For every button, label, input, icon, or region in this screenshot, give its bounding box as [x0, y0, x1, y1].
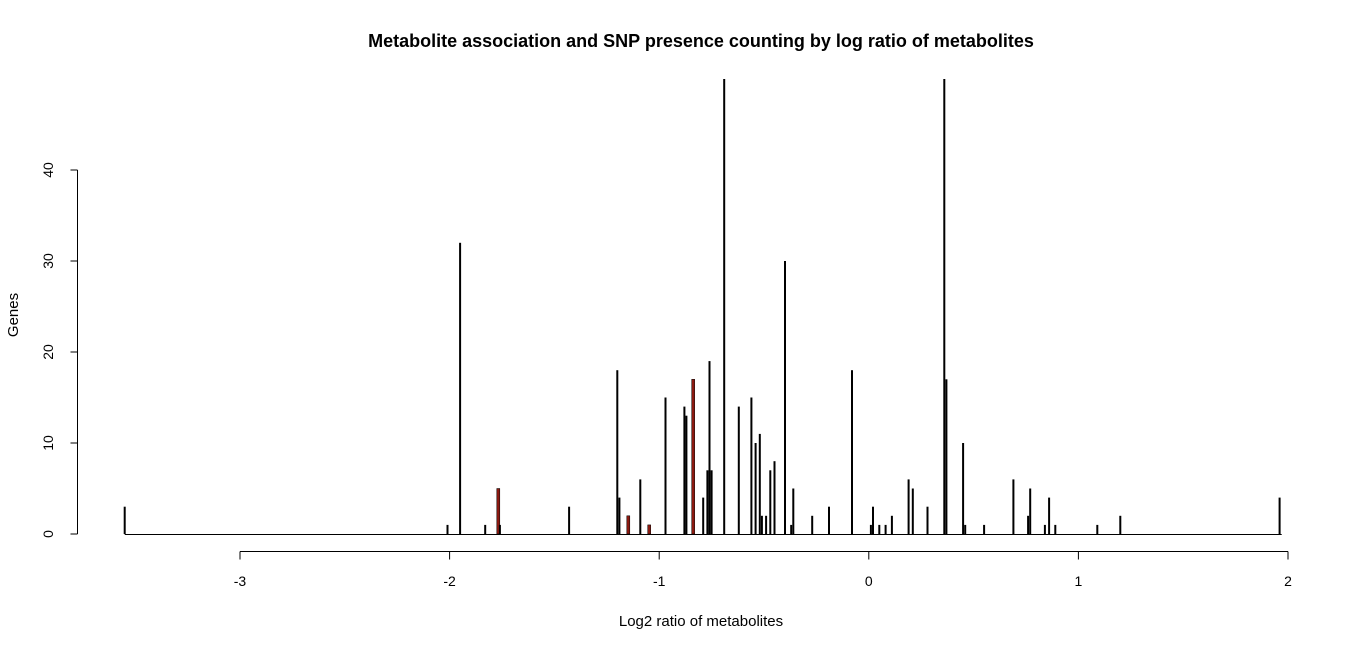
bar — [758, 433, 761, 534]
bar — [1054, 524, 1057, 534]
bar — [1048, 497, 1051, 534]
bar — [1278, 497, 1281, 534]
x-tick-label: -1 — [653, 573, 666, 589]
bar — [945, 379, 948, 534]
bar — [626, 515, 631, 535]
bar — [723, 79, 726, 534]
bar — [962, 443, 965, 534]
bar — [1027, 515, 1030, 534]
bar — [702, 497, 705, 534]
y-axis: 0 10 20 30 40 — [40, 162, 78, 538]
bar — [811, 515, 814, 534]
bar — [878, 524, 881, 534]
bar — [754, 443, 757, 534]
y-tick-label: 10 — [40, 435, 56, 451]
x-tick-label: 0 — [865, 573, 873, 589]
bar — [1043, 524, 1046, 534]
x-tick-label: -2 — [443, 573, 456, 589]
bar — [1012, 479, 1015, 534]
y-tick-label: 30 — [40, 253, 56, 269]
bar — [792, 488, 795, 534]
y-tick-label: 40 — [40, 162, 56, 178]
bar — [484, 524, 487, 534]
bar — [616, 370, 619, 534]
bar — [926, 506, 929, 534]
bar — [784, 261, 786, 534]
chart-title: Metabolite association and SNP presence … — [368, 31, 1034, 51]
x-tick-label: 1 — [1075, 573, 1083, 589]
y-tick-label: 0 — [40, 530, 56, 538]
bar — [691, 379, 695, 535]
bar — [884, 524, 887, 534]
bar — [683, 406, 686, 534]
bar — [964, 524, 967, 534]
bar — [639, 479, 642, 534]
bar — [773, 461, 776, 534]
bar — [872, 506, 874, 534]
bar — [983, 524, 986, 534]
x-axis: -3 -2 -1 0 1 2 — [234, 551, 1292, 589]
x-tick-label: 2 — [1284, 573, 1292, 589]
bar — [618, 497, 621, 534]
bar — [869, 524, 872, 534]
bar — [737, 406, 740, 534]
bars — [123, 79, 1282, 535]
bar — [907, 479, 910, 534]
bar — [685, 415, 688, 534]
bar — [123, 506, 126, 534]
y-tick-label: 20 — [40, 344, 56, 360]
bar — [790, 524, 793, 534]
bar — [750, 397, 753, 534]
bar — [498, 524, 501, 534]
bar — [446, 524, 449, 534]
bar — [911, 488, 914, 534]
bar — [851, 370, 853, 534]
bar — [760, 515, 763, 534]
bar — [459, 242, 462, 535]
bar — [890, 515, 893, 534]
bar — [664, 397, 667, 534]
bar — [708, 361, 711, 534]
bar — [1119, 515, 1122, 534]
bar — [647, 524, 651, 535]
y-axis-label: Genes — [5, 293, 22, 337]
bar — [943, 79, 946, 534]
bar — [1029, 488, 1032, 534]
bar — [1096, 524, 1099, 534]
bar — [710, 470, 713, 534]
bar — [706, 470, 709, 534]
x-axis-label: Log2 ratio of metabolites — [619, 613, 783, 630]
bar — [828, 506, 830, 534]
bar — [765, 515, 768, 534]
bar — [568, 506, 571, 534]
x-tick-label: -3 — [234, 573, 247, 589]
bar — [769, 470, 772, 534]
